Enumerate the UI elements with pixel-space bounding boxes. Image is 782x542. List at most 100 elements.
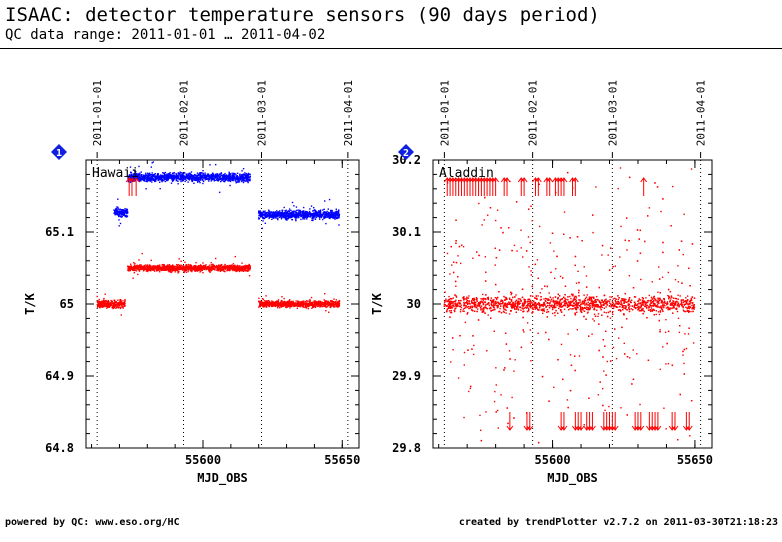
data-point bbox=[317, 301, 319, 304]
data-point bbox=[183, 271, 185, 274]
data-point bbox=[282, 304, 285, 306]
data-point bbox=[276, 212, 278, 214]
data-point bbox=[301, 305, 303, 308]
data-point bbox=[244, 270, 247, 272]
data-point bbox=[310, 215, 312, 217]
data-point bbox=[159, 264, 161, 266]
data-point bbox=[188, 264, 190, 266]
data-point bbox=[243, 267, 245, 269]
data-point bbox=[328, 301, 330, 304]
data-point bbox=[294, 302, 296, 304]
data-point bbox=[330, 300, 332, 302]
data-point bbox=[288, 214, 291, 216]
data-point bbox=[242, 181, 245, 184]
data-point bbox=[319, 216, 322, 218]
data-point bbox=[338, 209, 340, 211]
data-point bbox=[194, 269, 197, 272]
data-point bbox=[208, 180, 210, 182]
data-point bbox=[220, 264, 223, 266]
data-point bbox=[238, 270, 241, 273]
data-point bbox=[260, 302, 263, 305]
data-point bbox=[97, 300, 99, 302]
data-point bbox=[206, 268, 208, 270]
data-point bbox=[325, 305, 327, 308]
data-point bbox=[167, 266, 169, 268]
data-point bbox=[192, 178, 194, 181]
data-point bbox=[143, 174, 145, 176]
data-point bbox=[283, 217, 285, 219]
data-point bbox=[233, 173, 235, 175]
data-point bbox=[288, 300, 290, 302]
data-point bbox=[190, 177, 192, 179]
data-point bbox=[134, 177, 136, 180]
data-point bbox=[271, 213, 274, 216]
data-point bbox=[129, 267, 131, 269]
data-point bbox=[290, 212, 292, 214]
data-point bbox=[148, 174, 150, 176]
data-point bbox=[188, 266, 190, 268]
data-point bbox=[286, 217, 288, 220]
data-point bbox=[151, 267, 153, 269]
data-point bbox=[225, 178, 228, 181]
data-point bbox=[327, 301, 329, 303]
data-point bbox=[148, 266, 150, 268]
data-point bbox=[315, 216, 317, 219]
data-point bbox=[198, 173, 200, 175]
data-point bbox=[215, 174, 217, 177]
data-point bbox=[225, 174, 228, 176]
data-point bbox=[181, 177, 184, 179]
data-point bbox=[302, 217, 305, 219]
data-point bbox=[183, 270, 185, 273]
data-point bbox=[270, 301, 273, 304]
data-point bbox=[265, 295, 267, 297]
data-point bbox=[198, 268, 200, 271]
data-point bbox=[104, 293, 106, 295]
data-point bbox=[188, 174, 190, 176]
data-point bbox=[260, 301, 263, 303]
data-point bbox=[307, 307, 309, 310]
data-point bbox=[120, 302, 123, 305]
data-point bbox=[276, 300, 278, 302]
data-point bbox=[182, 172, 184, 175]
data-point bbox=[162, 179, 165, 182]
data-point bbox=[186, 177, 188, 179]
data-point bbox=[152, 179, 155, 182]
data-point bbox=[104, 302, 107, 304]
data-point bbox=[316, 302, 318, 304]
data-point bbox=[136, 264, 139, 267]
data-point bbox=[314, 218, 317, 220]
data-point bbox=[128, 269, 130, 271]
data-point bbox=[199, 271, 201, 273]
data-point bbox=[102, 301, 104, 303]
data-point bbox=[259, 215, 262, 217]
data-point bbox=[172, 179, 175, 182]
data-point bbox=[311, 219, 313, 222]
data-point bbox=[203, 177, 205, 179]
data-point bbox=[106, 307, 108, 309]
data-point bbox=[232, 176, 234, 178]
data-point bbox=[192, 266, 194, 268]
data-point bbox=[194, 265, 196, 267]
data-point bbox=[239, 267, 241, 269]
data-point bbox=[158, 269, 160, 271]
data-point bbox=[313, 301, 316, 304]
data-point bbox=[284, 303, 287, 305]
data-point bbox=[323, 216, 325, 218]
data-point bbox=[284, 211, 287, 213]
data-point bbox=[118, 225, 120, 227]
data-point bbox=[236, 266, 239, 268]
data-point bbox=[264, 217, 266, 219]
data-point bbox=[214, 267, 217, 269]
data-point bbox=[280, 214, 282, 216]
data-point bbox=[200, 265, 202, 267]
data-point bbox=[115, 300, 117, 303]
data-point bbox=[169, 271, 172, 273]
data-point bbox=[279, 212, 281, 215]
data-point bbox=[123, 303, 125, 306]
data-point bbox=[259, 214, 261, 216]
data-point bbox=[145, 269, 148, 271]
data-point bbox=[276, 301, 278, 303]
data-point bbox=[224, 177, 227, 179]
data-point bbox=[220, 177, 222, 180]
data-point bbox=[237, 267, 240, 270]
